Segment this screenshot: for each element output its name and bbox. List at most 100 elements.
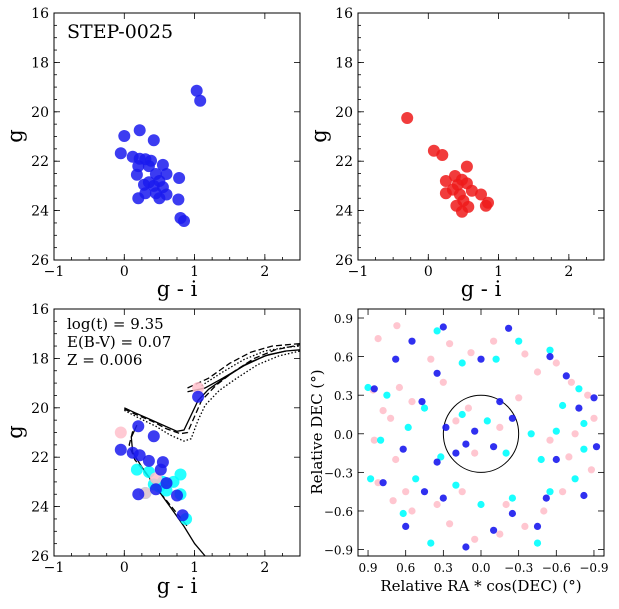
data-point-blue <box>149 483 162 496</box>
data-point-pink <box>471 535 479 543</box>
data-point-members <box>172 193 185 206</box>
y-tick-label: 18 <box>31 55 49 71</box>
data-point-pink <box>467 349 475 357</box>
data-point-pink <box>502 500 510 509</box>
data-point-cyan <box>492 355 500 363</box>
data-point-blue <box>562 372 570 380</box>
data-point-cyan <box>458 410 466 419</box>
isochrone-line <box>187 342 301 389</box>
x-tick-label: 1 <box>190 560 199 576</box>
data-point-blue <box>192 390 205 403</box>
data-point-blue <box>433 458 441 466</box>
x-tick-label: 0 <box>424 264 433 280</box>
data-point-cyan <box>364 383 372 392</box>
data-point-blue <box>505 324 513 332</box>
data-point-field <box>456 205 468 218</box>
data-point-blue <box>508 509 516 518</box>
y-tick-label: 26 <box>335 253 353 269</box>
data-point-pink <box>496 530 504 538</box>
y-tick-label: 22 <box>31 450 49 466</box>
x-tick-label: 1 <box>190 264 199 280</box>
data-point-blue <box>420 488 429 496</box>
data-point-pink <box>433 500 441 509</box>
data-point-pink <box>392 455 400 464</box>
data-point-blue <box>580 491 588 500</box>
data-point-members <box>173 172 186 184</box>
data-point-members <box>178 215 190 227</box>
data-point-cyan <box>580 419 588 428</box>
data-point-blue <box>442 423 450 431</box>
data-point-field <box>401 112 414 124</box>
data-point-blue <box>508 414 516 422</box>
x-axis-label: Relative RA * cos(DEC) (°) <box>380 577 581 595</box>
data-point-blue <box>132 488 145 501</box>
data-point-pink <box>446 340 454 348</box>
data-point-cyan <box>420 404 429 412</box>
panel-cmd-members: STEP-0025 g - i g −1 0 1 2 16 18 20 22 24 26 <box>3 6 301 301</box>
y-tick-label: 26 <box>31 549 49 565</box>
data-point-cyan <box>383 391 391 399</box>
panel-sky-map: Relative RA * cos(DEC) (°) Relative DEC … <box>308 308 609 595</box>
x-tick-label: −0.9 <box>579 561 608 575</box>
isochrone-line <box>123 350 301 442</box>
data-point-members <box>133 124 146 137</box>
y-tick-label: 26 <box>31 253 49 269</box>
data-point-blue <box>402 522 410 531</box>
data-point-pink <box>552 359 560 367</box>
y-axis-label: g <box>3 129 27 142</box>
data-point-blue <box>552 455 560 464</box>
data-point-pink <box>571 430 579 438</box>
data-point-field <box>460 160 473 173</box>
data-point-cyan <box>559 401 567 410</box>
data-point-blue <box>477 355 485 363</box>
x-tick-label: 0 <box>120 264 129 280</box>
data-point-field <box>479 199 492 212</box>
data-point-blue <box>114 443 127 456</box>
x-axis-label: g - i <box>157 277 198 301</box>
data-point-pink <box>446 520 454 528</box>
data-point-pink <box>439 378 447 386</box>
data-point-pink <box>374 335 382 343</box>
data-point-pink <box>402 488 410 496</box>
data-point-pink <box>408 398 416 406</box>
data-point-cyan <box>546 346 554 354</box>
data-point-cyan <box>377 436 385 444</box>
data-point-cyan <box>437 453 445 461</box>
data-point-pink <box>567 378 576 386</box>
y-tick-label: −0.9 <box>324 544 353 558</box>
x-tick-label: 2 <box>260 264 269 280</box>
data-point-cyan <box>367 475 375 483</box>
x-tick-label: −1 <box>44 264 65 280</box>
data-point-cyan <box>130 463 143 476</box>
x-tick-label: −0.6 <box>542 561 571 575</box>
y-tick-label: 24 <box>31 204 49 220</box>
plot-frame <box>357 308 605 557</box>
data-point-blue <box>142 454 155 467</box>
data-point-members <box>132 192 145 205</box>
data-point-blue <box>496 398 504 406</box>
y-tick-label: 20 <box>335 105 353 121</box>
data-point-blue <box>452 449 460 457</box>
panel-cmd-field: g - i g −1 0 1 2 16 18 20 22 24 26 <box>307 6 605 301</box>
data-point-cyan <box>502 449 510 457</box>
x-axis-label: g - i <box>157 574 198 598</box>
y-tick-label: 24 <box>31 500 49 516</box>
data-point-blue <box>462 440 470 448</box>
data-point-cyan <box>477 500 485 509</box>
data-point-members <box>114 147 127 160</box>
data-point-pink <box>490 337 498 345</box>
data-point-blue <box>462 543 470 551</box>
data-point-pink <box>408 507 416 515</box>
y-tick-label: 20 <box>31 401 49 417</box>
data-point-cyan <box>575 385 583 393</box>
y-tick-label: 24 <box>335 204 353 220</box>
data-point-pink <box>370 436 378 444</box>
data-point-pink <box>496 423 504 431</box>
data-point-blue <box>471 427 479 435</box>
data-point-cyan <box>546 488 554 496</box>
y-tick-label: 16 <box>31 6 49 22</box>
data-point-cyan <box>580 445 588 453</box>
x-tick-label: 0.6 <box>396 561 415 575</box>
data-point-blue <box>147 430 160 443</box>
plot-frame <box>357 12 605 261</box>
